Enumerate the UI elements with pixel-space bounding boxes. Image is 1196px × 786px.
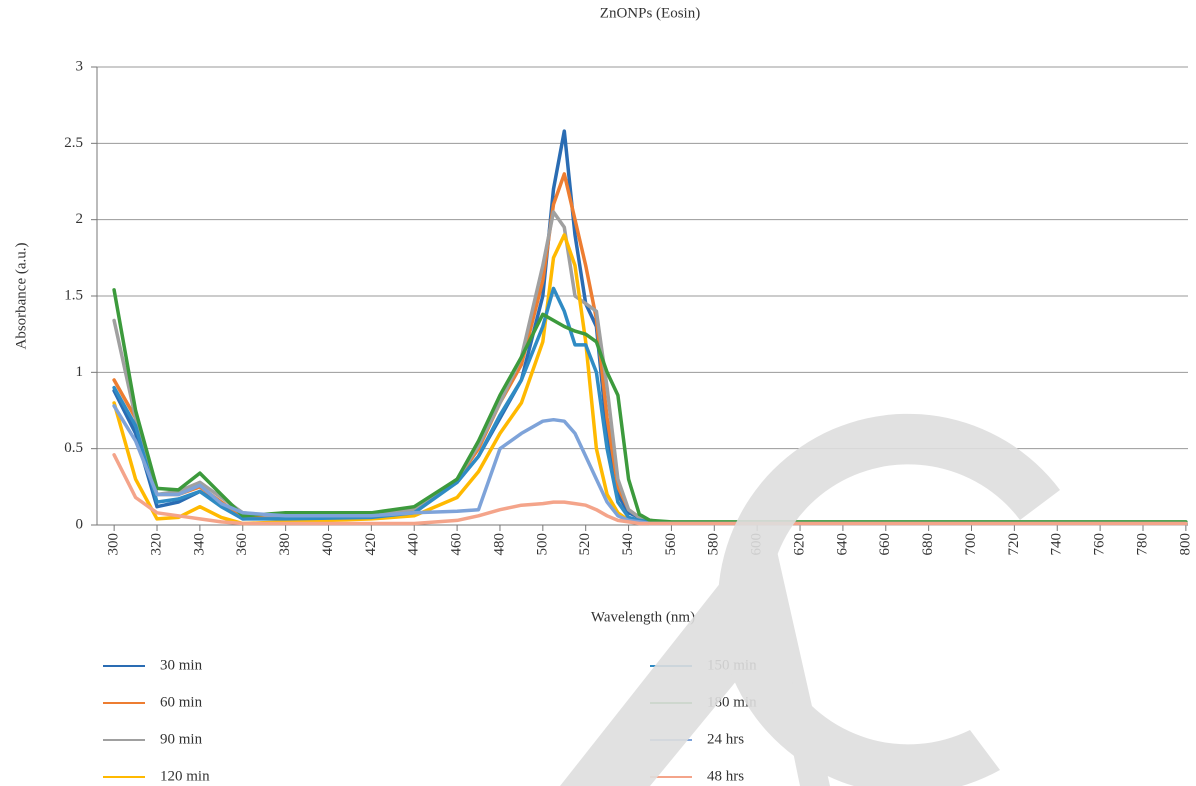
y-tick-label: 3	[76, 58, 84, 74]
x-axis-label: Wavelength (nm)	[591, 609, 695, 625]
legend-label: 60 min	[160, 694, 203, 710]
x-tick-label: 460	[449, 533, 465, 556]
x-tick-label: 500	[534, 533, 550, 556]
x-tick-label: 360	[234, 533, 250, 556]
x-tick-label: 340	[191, 533, 207, 556]
x-tick-label: 760	[1092, 533, 1108, 556]
x-tick-label: 680	[920, 533, 936, 556]
y-tick-label: 1	[76, 364, 84, 380]
x-tick-label: 700	[963, 533, 979, 556]
x-tick-label: 780	[1134, 533, 1150, 556]
legend-label: 90 min	[160, 731, 203, 747]
x-tick-label: 640	[834, 533, 850, 556]
x-tick-label: 740	[1049, 533, 1065, 556]
watermark-c	[717, 413, 1060, 786]
series-line	[112, 210, 1188, 526]
y-tick-label: 2	[76, 211, 84, 227]
chart-title: ZnONPs (Eosin)	[600, 5, 700, 21]
x-tick-label: 420	[363, 533, 379, 556]
series-line	[112, 453, 1188, 526]
x-tick-label: 620	[791, 533, 807, 556]
watermark	[560, 413, 1060, 786]
x-tick-label: 440	[406, 533, 422, 556]
x-tick-label: 720	[1006, 533, 1022, 556]
x-tick-label: 660	[877, 533, 893, 556]
y-tick-label: 0.5	[64, 440, 83, 456]
x-tick-label: 800	[1177, 533, 1193, 556]
x-tick-label: 400	[320, 533, 336, 556]
y-axis-label: Absorbance (a.u.)	[13, 242, 29, 349]
x-tick-label: 380	[277, 533, 293, 556]
y-tick-label: 1.5	[64, 287, 83, 303]
legend-label: 30 min	[160, 657, 203, 673]
legend-label: 24 hrs	[707, 731, 744, 747]
x-tick-label: 480	[491, 533, 507, 556]
x-tick-label: 520	[577, 533, 593, 556]
legend-label: 48 hrs	[707, 768, 744, 784]
y-tick-label: 0	[76, 516, 84, 532]
x-tick-label: 320	[148, 533, 164, 556]
x-tick-label: 540	[620, 533, 636, 556]
series-line	[112, 288, 1188, 524]
x-tick-label: 300	[106, 533, 122, 556]
x-tick-label: 560	[663, 533, 679, 556]
legend-label: 120 min	[160, 768, 210, 784]
x-tick-label: 580	[706, 533, 722, 556]
y-tick-label: 2.5	[64, 135, 83, 151]
